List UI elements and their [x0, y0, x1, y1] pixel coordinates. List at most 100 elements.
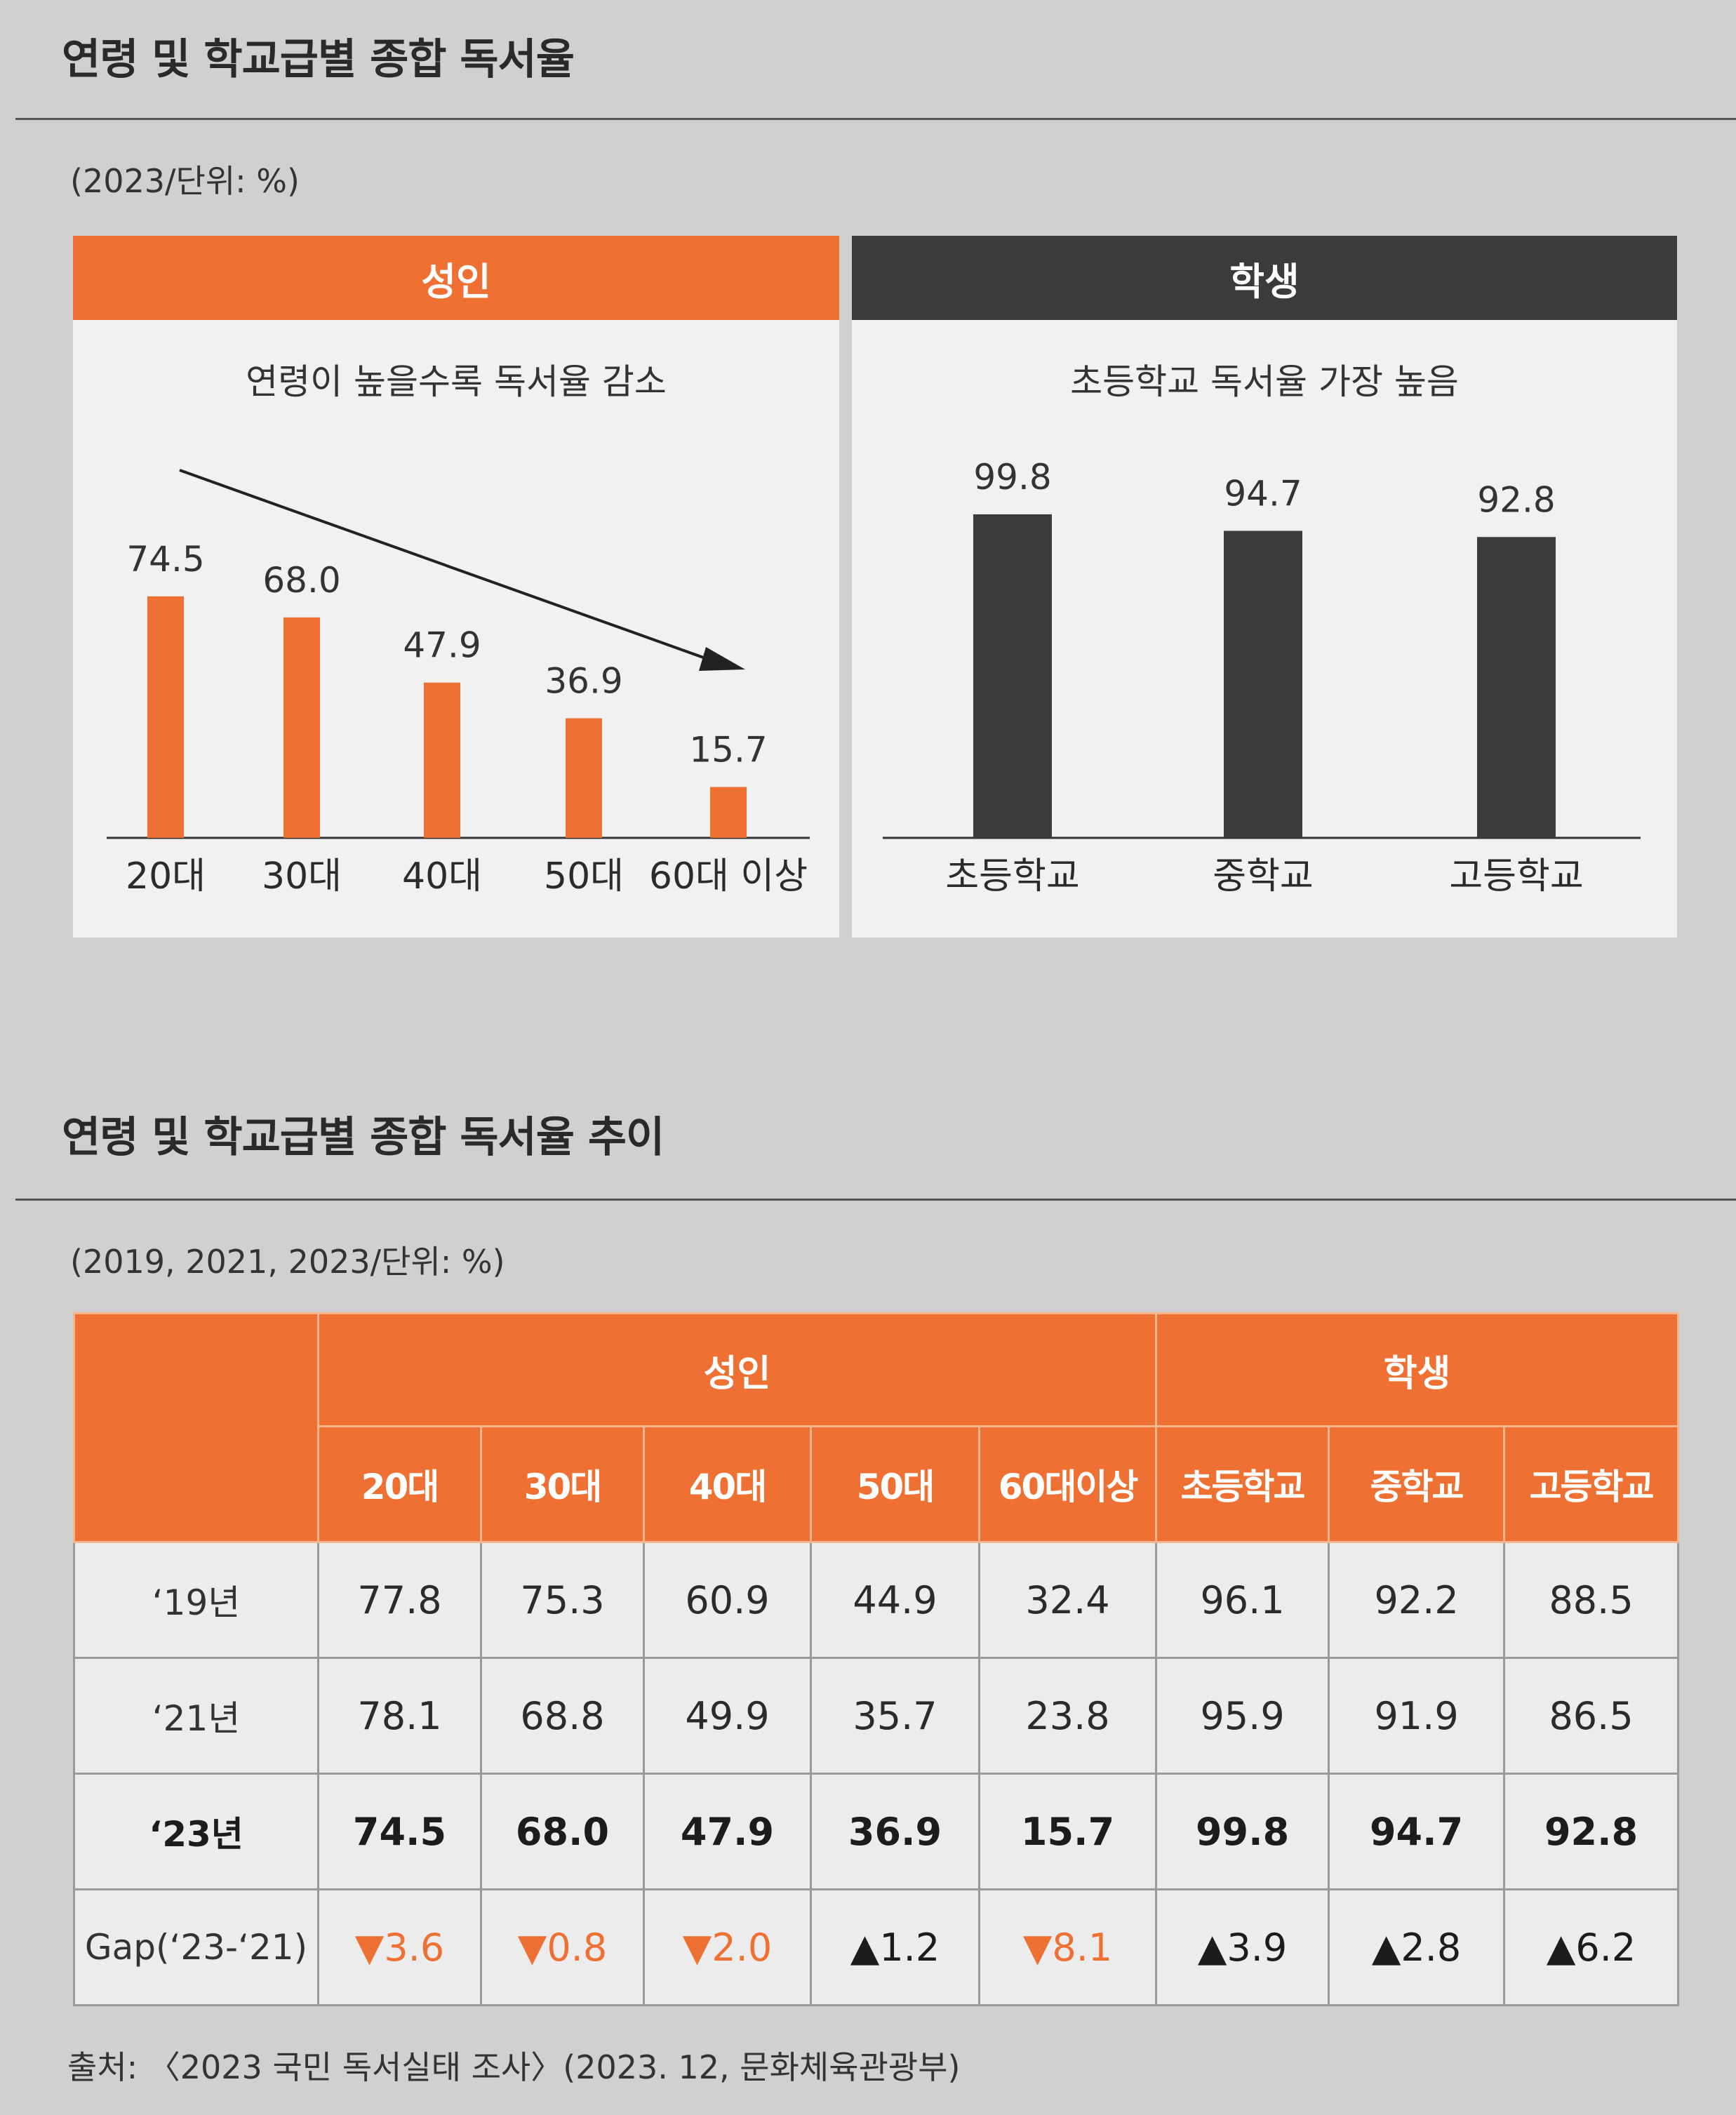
table-row: ‘19년 77.8 75.3 60.9 44.9 32.4 96.1 92.2 88.5 — [73, 1541, 1680, 1659]
bar-value-label: 94.7 — [1224, 473, 1302, 514]
category-tick-label: 60대 이상 — [649, 855, 808, 898]
table-cell: 68.0 — [480, 1773, 645, 1890]
student-chart-subtitle: 초등학교 독서율 가장 높음 — [1070, 361, 1459, 402]
table-cell: 99.8 — [1155, 1773, 1330, 1890]
table-column-header: 60대이상 — [977, 1425, 1158, 1543]
table-cell: 77.8 — [317, 1541, 482, 1659]
table-row: ‘23년 74.5 68.0 47.9 36.9 15.7 99.8 94.7 92.8 — [73, 1773, 1680, 1890]
table-column-header: 초등학교 — [1155, 1425, 1330, 1543]
table-cell: 88.5 — [1503, 1541, 1680, 1659]
triangle-down-icon: ▼ — [354, 1925, 385, 1970]
gap-cell: ▼2.0 — [643, 1888, 812, 2006]
triangle-up-icon: ▲ — [1546, 1925, 1576, 1970]
table-gap-row: Gap(‘23-‘21) ▼3.6 ▼0.8 ▼2.0 ▲1.2 ▼8.1 ▲3.9 ▲2.8… — [73, 1888, 1680, 2006]
bar-value-label: 68.0 — [262, 560, 340, 601]
source-note: 출처: 〈2023 국민 독서실태 조사〉(2023. 12, 문화체육관광부) — [67, 2048, 961, 2086]
category-tick-label: 40대 — [402, 855, 482, 898]
table-cell: 60.9 — [643, 1541, 812, 1659]
table-cell: 23.8 — [977, 1657, 1158, 1775]
reading-rate-table: 성인 학생 20대 30대 40대 50대 60대이상 초등학교 중학교 고등학교 ‘19년 7… — [73, 1312, 1680, 2006]
section1-divider — [15, 118, 1736, 120]
trend-arrow-line — [179, 469, 718, 664]
table-cell: 94.7 — [1328, 1773, 1506, 1890]
table-cell: 95.9 — [1155, 1657, 1330, 1775]
bar-value-label: 36.9 — [545, 661, 622, 702]
table-corner-cell — [73, 1312, 319, 1543]
bar-value-label: 47.9 — [403, 625, 481, 666]
bar-value-label: 15.7 — [689, 729, 767, 770]
gap-value: 0.8 — [547, 1925, 608, 1970]
gap-cell: ▼0.8 — [480, 1888, 645, 2006]
triangle-up-icon: ▲ — [850, 1925, 880, 1970]
adult-chart-title: 성인 — [73, 236, 839, 320]
section1-title: 연령 및 학교급별 종합 독서율 — [62, 35, 575, 84]
table-row: ‘21년 78.1 68.8 49.9 35.7 23.8 95.9 91.9 86.5 — [73, 1657, 1680, 1775]
adult-chart-subtitle: 연령이 높을수록 독서율 감소 — [246, 361, 667, 402]
category-tick-label: 30대 — [262, 855, 342, 898]
triangle-down-icon: ▼ — [517, 1925, 547, 1970]
bar — [424, 682, 460, 838]
table-cell: 75.3 — [480, 1541, 645, 1659]
gap-value: 8.1 — [1052, 1925, 1113, 1970]
gap-value: 6.2 — [1575, 1925, 1636, 1970]
table-cell: 96.1 — [1155, 1541, 1330, 1659]
student-bar-chart: 99.8 초등학교 94.7 중학교 92.8 고등학교 — [883, 457, 1641, 898]
table-cell: 47.9 — [643, 1773, 812, 1890]
table-cell: 92.2 — [1328, 1541, 1506, 1659]
gap-cell: ▲6.2 — [1503, 1888, 1680, 2006]
table-cell: 44.9 — [810, 1541, 980, 1659]
gap-value: 3.9 — [1227, 1925, 1288, 1970]
gap-value: 2.8 — [1401, 1925, 1462, 1970]
bar — [973, 514, 1052, 838]
category-tick-label: 고등학교 — [1449, 855, 1583, 898]
table-column-header: 중학교 — [1328, 1425, 1506, 1543]
table-cell: 78.1 — [317, 1657, 482, 1775]
bar-value-label: 74.5 — [126, 539, 204, 580]
trend-arrow-head-icon — [699, 647, 745, 671]
bar-value-label: 99.8 — [973, 457, 1051, 498]
student-chart-panel: 학생 초등학교 독서율 가장 높음 99.8 초등학교 94.7 중학교 92.8 고등학… — [852, 236, 1677, 938]
table-row-label: ‘19년 — [73, 1541, 319, 1659]
triangle-up-icon: ▲ — [1371, 1925, 1401, 1970]
gap-value: 1.2 — [879, 1925, 940, 1970]
table-row-label: ‘23년 — [73, 1773, 319, 1890]
triangle-down-icon: ▼ — [1022, 1925, 1053, 1970]
table-cell: 15.7 — [977, 1773, 1158, 1890]
table-column-header: 50대 — [810, 1425, 980, 1543]
bar — [283, 617, 320, 838]
table-row-label: ‘21년 — [73, 1657, 319, 1775]
section1-unit-note: (2023/단위: %) — [70, 162, 300, 200]
bar — [1477, 537, 1556, 838]
gap-cell: ▲1.2 — [810, 1888, 980, 2006]
table-cell: 91.9 — [1328, 1657, 1506, 1775]
table-column-header: 고등학교 — [1503, 1425, 1680, 1543]
category-tick-label: 중학교 — [1213, 855, 1314, 898]
category-tick-label: 20대 — [126, 855, 206, 898]
table-group-student: 학생 — [1155, 1312, 1680, 1427]
category-tick-label: 초등학교 — [945, 855, 1079, 898]
table-column-header: 20대 — [317, 1425, 482, 1543]
gap-cell: ▼8.1 — [977, 1888, 1158, 2006]
section2-unit-note: (2019, 2021, 2023/단위: %) — [70, 1243, 505, 1281]
table-cell: 35.7 — [810, 1657, 980, 1775]
adult-chart-panel: 성인 연령이 높을수록 독서율 감소 74.5 20대 68.0 30대 47.9 40대… — [73, 236, 839, 938]
bar — [566, 718, 602, 838]
table-cell: 32.4 — [977, 1541, 1158, 1659]
table-cell: 49.9 — [643, 1657, 812, 1775]
table-group-adult: 성인 — [316, 1312, 1158, 1427]
gap-cell: ▲2.8 — [1328, 1888, 1506, 2006]
table-cell: 86.5 — [1503, 1657, 1680, 1775]
table-column-header: 40대 — [643, 1425, 812, 1543]
gap-value: 2.0 — [712, 1925, 773, 1970]
triangle-down-icon: ▼ — [682, 1925, 712, 1970]
table-cell: 74.5 — [317, 1773, 482, 1890]
gap-cell: ▼3.6 — [317, 1888, 482, 2006]
triangle-up-icon: ▲ — [1197, 1925, 1227, 1970]
gap-cell: ▲3.9 — [1155, 1888, 1330, 2006]
table-cell: 92.8 — [1503, 1773, 1680, 1890]
table-cell: 68.8 — [480, 1657, 645, 1775]
bar-value-label: 92.8 — [1477, 479, 1555, 520]
student-chart-title: 학생 — [852, 236, 1677, 320]
bar — [710, 787, 747, 838]
section2-title: 연령 및 학교급별 종합 독서율 추이 — [62, 1113, 665, 1162]
